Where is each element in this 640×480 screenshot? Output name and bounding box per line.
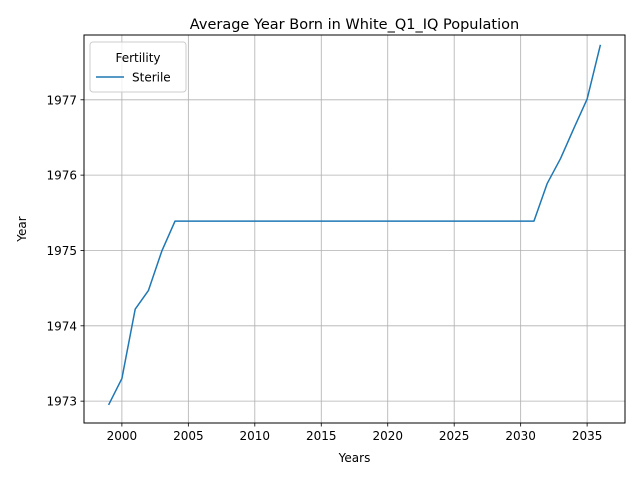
x-tick-label: 2000 bbox=[107, 429, 138, 443]
y-tick-label: 1974 bbox=[46, 319, 77, 333]
y-axis-label: Year bbox=[15, 216, 29, 242]
x-tick-label: 2005 bbox=[173, 429, 204, 443]
x-tick-label: 2030 bbox=[505, 429, 536, 443]
x-axis-label: Years bbox=[338, 451, 371, 465]
y-tick-label: 1976 bbox=[46, 169, 77, 183]
series-line-sterile bbox=[107, 44, 602, 406]
x-tick-label: 2020 bbox=[372, 429, 403, 443]
legend-box bbox=[89, 41, 187, 93]
legend: Fertility Sterile bbox=[89, 41, 187, 93]
x-tick-label: 2015 bbox=[306, 429, 337, 443]
plot-area bbox=[84, 35, 625, 423]
legend-title: Fertility bbox=[115, 51, 160, 65]
x-tick-label: 2010 bbox=[240, 429, 271, 443]
x-tick-label: 2025 bbox=[439, 429, 470, 443]
y-tick-label: 1977 bbox=[46, 93, 77, 107]
legend-label-sterile: Sterile bbox=[132, 71, 171, 85]
chart-title: Average Year Born in White_Q1_IQ Populat… bbox=[190, 17, 519, 33]
series-lines bbox=[107, 44, 602, 406]
plot-frame bbox=[83, 34, 626, 424]
y-tick-label: 1975 bbox=[46, 244, 77, 258]
y-tick-label: 1973 bbox=[46, 395, 77, 409]
x-tick-label: 2035 bbox=[572, 429, 603, 443]
axis-ticks: 2000 2005 2010 2015 2020 2025 2030 2035 1973 1974… bbox=[46, 93, 602, 443]
